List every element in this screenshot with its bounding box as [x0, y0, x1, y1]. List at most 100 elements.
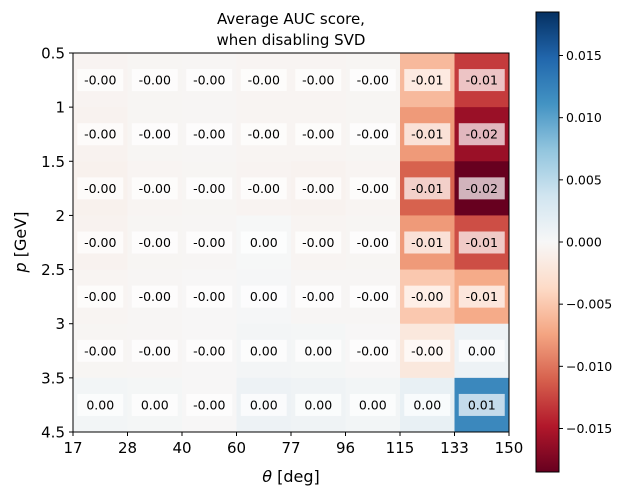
- cell-label: -0.01: [466, 235, 498, 250]
- cell-label: -0.00: [139, 343, 171, 358]
- cell-label: -0.00: [357, 181, 389, 196]
- x-axis-label: θ [deg]: [262, 467, 320, 486]
- cell-label: -0.00: [411, 289, 443, 304]
- cell-label-box: [458, 69, 505, 92]
- cell-label-box: [349, 231, 396, 254]
- x-tick-label: 17: [63, 439, 82, 457]
- y-tick-label: 3: [55, 315, 65, 333]
- cell-label-box: [186, 123, 233, 146]
- colorbar: [535, 11, 560, 473]
- y-axis-label: p [GeV]: [11, 212, 30, 274]
- cell-label: -0.00: [139, 235, 171, 250]
- cell-label: 0.00: [468, 343, 496, 358]
- x-tick-label: 115: [386, 439, 415, 457]
- cell-label-box: [240, 69, 287, 92]
- cell-label-box: [240, 285, 287, 308]
- cell-label: -0.00: [139, 181, 171, 196]
- x-axis-unit: [deg]: [272, 467, 320, 486]
- cell-label-box: [458, 123, 505, 146]
- cell-label: -0.00: [357, 73, 389, 88]
- cell-label-box: [131, 177, 178, 200]
- cell-label-box: [240, 177, 287, 200]
- cell-label: -0.01: [411, 181, 443, 196]
- cell-label-box: [131, 339, 178, 362]
- y-axis-symbol: p: [11, 262, 30, 273]
- cell-label: -0.01: [466, 73, 498, 88]
- cell-label-box: [458, 177, 505, 200]
- cell-label: -0.00: [248, 181, 280, 196]
- cell-label-box: [295, 177, 342, 200]
- x-tick-label: 133: [440, 439, 469, 457]
- colorbar-tick-label: −0.015: [566, 421, 612, 436]
- cell-label-box: [240, 123, 287, 146]
- cell-label: 0.00: [250, 289, 278, 304]
- cell-label: 0.00: [359, 397, 387, 412]
- cell-label: -0.00: [357, 289, 389, 304]
- cell-label: -0.00: [193, 289, 225, 304]
- cell-label: -0.00: [193, 397, 225, 412]
- cell-label-box: [349, 69, 396, 92]
- cell-label-box: [131, 69, 178, 92]
- cell-label-box: [186, 177, 233, 200]
- cell-label: 0.00: [250, 235, 278, 250]
- cell-label-box: [404, 177, 451, 200]
- cell-label: -0.02: [466, 181, 498, 196]
- cell-label: -0.00: [248, 127, 280, 142]
- cell-label: -0.00: [139, 289, 171, 304]
- cell-label: -0.00: [357, 127, 389, 142]
- cell-label-box: [240, 339, 287, 362]
- cell-label-box: [295, 231, 342, 254]
- cell-label-box: [77, 231, 124, 254]
- x-tick-label: 96: [336, 439, 355, 457]
- cell-label-box: [131, 393, 178, 416]
- cell-label-box: [404, 393, 451, 416]
- cell-label-box: [404, 69, 451, 92]
- cell-label-box: [349, 177, 396, 200]
- cell-label: -0.00: [84, 289, 116, 304]
- cell-label-box: [186, 69, 233, 92]
- cell-label-box: [131, 123, 178, 146]
- cell-label: -0.01: [466, 289, 498, 304]
- y-axis-unit: [GeV]: [11, 212, 30, 263]
- cell-label: 0.00: [250, 343, 278, 358]
- y-tick-label: 1.5: [41, 153, 65, 171]
- cell-label-box: [404, 123, 451, 146]
- cell-label: -0.00: [302, 181, 334, 196]
- colorbar-tick-label: −0.010: [566, 359, 612, 374]
- cell-label: 0.00: [250, 397, 278, 412]
- cell-label-box: [295, 339, 342, 362]
- cell-label-box: [186, 285, 233, 308]
- cell-label: 0.01: [468, 397, 496, 412]
- cell-label: -0.02: [466, 127, 498, 142]
- cell-label-box: [131, 285, 178, 308]
- y-tick-label: 1: [55, 99, 65, 117]
- cell-label-box: [240, 393, 287, 416]
- cell-label-box: [295, 69, 342, 92]
- cell-label: -0.01: [411, 127, 443, 142]
- cell-label-box: [458, 339, 505, 362]
- cell-label: -0.00: [302, 73, 334, 88]
- cell-label-box: [458, 393, 505, 416]
- cell-label-box: [295, 393, 342, 416]
- x-tick-label: 40: [172, 439, 191, 457]
- cell-label-box: [349, 393, 396, 416]
- cell-label: -0.00: [302, 289, 334, 304]
- cell-label: -0.01: [411, 235, 443, 250]
- cell-label: -0.00: [302, 127, 334, 142]
- cell-label: -0.00: [302, 235, 334, 250]
- cell-label: -0.00: [84, 235, 116, 250]
- y-axis-ticks: 0.5 1 1.5 2 2.5 3 3.5 4.5: [41, 45, 73, 442]
- chart-title-line-2: when disabling SVD: [217, 31, 366, 49]
- cell-label-box: [77, 339, 124, 362]
- cell-label: -0.00: [84, 73, 116, 88]
- colorbar-tick-label: 0.015: [566, 48, 602, 63]
- y-tick-label: 4.5: [41, 424, 65, 442]
- y-tick-label: 0.5: [41, 45, 65, 63]
- cell-label-box: [77, 69, 124, 92]
- cell-label: -0.00: [193, 235, 225, 250]
- cell-label: -0.00: [357, 343, 389, 358]
- cell-label: -0.00: [411, 343, 443, 358]
- cell-label: 0.00: [304, 343, 332, 358]
- colorbar-tick-label: 0.010: [566, 110, 602, 125]
- cell-label-box: [295, 123, 342, 146]
